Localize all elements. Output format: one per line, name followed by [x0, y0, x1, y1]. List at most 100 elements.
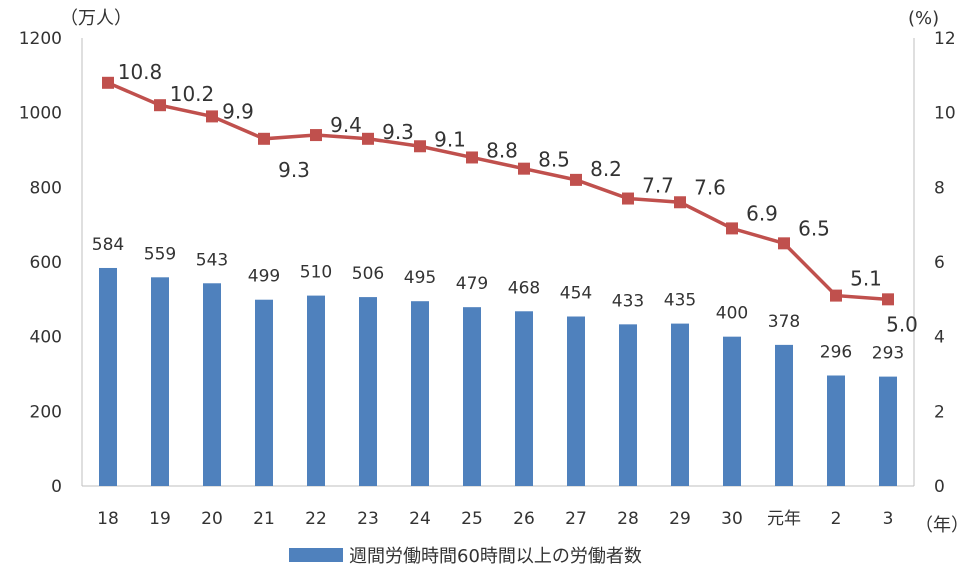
line-value-label: 8.5 — [538, 148, 570, 172]
bar — [515, 311, 533, 486]
bar-value-label: 433 — [612, 291, 644, 311]
x-tick-label: 26 — [513, 509, 535, 529]
bar-value-label: 378 — [768, 312, 800, 332]
bar — [359, 297, 377, 486]
x-tick-label: 18 — [97, 509, 119, 529]
left-tick-label: 600 — [30, 253, 62, 273]
right-axis-unit: (%) — [908, 8, 939, 29]
line-value-label: 7.7 — [642, 174, 674, 198]
right-tick-label: 10 — [934, 104, 956, 124]
x-axis-ticks: 18 19 20 21 22 23 24 25 26 27 28 29 30 元年 2 3 — [97, 509, 893, 529]
bar-value-label: 506 — [352, 264, 384, 284]
bar — [827, 375, 845, 486]
left-tick-label: 0 — [51, 477, 62, 497]
bar — [203, 283, 221, 486]
line-value-label: 9.3 — [382, 120, 414, 144]
left-tick-label: 200 — [30, 402, 62, 422]
x-tick-label: 2 — [831, 509, 842, 529]
line-series — [107, 81, 889, 302]
left-tick-label: 1200 — [19, 29, 62, 49]
bar-value-label: 584 — [92, 235, 124, 255]
x-tick-label: 29 — [669, 509, 691, 529]
bar — [567, 316, 585, 486]
line-marker — [258, 132, 270, 145]
bar — [463, 307, 481, 486]
bar-value-label: 468 — [508, 278, 540, 298]
right-tick-label: 12 — [934, 29, 956, 49]
line-marker — [726, 222, 738, 235]
legend-label: 週間労働時間60時間以上の労働者数 — [349, 546, 642, 567]
bar — [151, 277, 169, 486]
line-markers — [102, 76, 894, 306]
legend-swatch — [289, 548, 343, 562]
line-value-label: 6.5 — [798, 216, 830, 240]
bar-value-label: 293 — [872, 344, 904, 364]
line-value-label: 9.4 — [330, 113, 362, 137]
right-tick-label: 4 — [934, 328, 945, 348]
line-value-label: 10.2 — [170, 82, 215, 106]
right-tick-label: 2 — [934, 402, 945, 422]
x-tick-label: 22 — [305, 509, 327, 529]
line-marker — [102, 76, 114, 89]
line-value-label: 9.9 — [222, 99, 254, 123]
bar — [255, 299, 273, 486]
line-value-label: 9.3 — [278, 158, 310, 182]
line-marker — [570, 173, 582, 186]
bar-value-labels: 584 559 543 499 510 506 495 479 468 454 433 435 400 3… — [92, 235, 904, 364]
line-marker — [518, 162, 530, 175]
bar-value-label: 510 — [300, 263, 332, 283]
line-value-label: 7.6 — [694, 175, 726, 199]
line-marker — [310, 129, 322, 142]
left-tick-label: 1000 — [19, 104, 62, 124]
x-tick-label: 28 — [617, 509, 639, 529]
bar — [671, 323, 689, 486]
line-value-label: 8.2 — [590, 157, 622, 181]
bar — [879, 376, 897, 486]
line-marker — [882, 293, 894, 306]
line-marker — [778, 237, 790, 250]
bar — [723, 336, 741, 486]
bar — [307, 295, 325, 486]
line-marker — [154, 99, 166, 112]
right-tick-label: 6 — [934, 253, 945, 273]
bar-series — [99, 267, 897, 486]
right-axis-ticks: 0 2 4 6 8 10 12 — [934, 29, 956, 497]
bar-value-label: 400 — [716, 304, 748, 324]
bar-value-label: 296 — [820, 342, 852, 362]
line-value-label: 5.1 — [850, 267, 882, 291]
bar-value-label: 479 — [456, 274, 488, 294]
x-tick-label: 23 — [357, 509, 379, 529]
line-marker — [206, 110, 218, 123]
x-tick-label: 27 — [565, 509, 587, 529]
bar — [99, 267, 117, 486]
legend: 週間労働時間60時間以上の労働者数 — [289, 546, 642, 567]
left-tick-label: 400 — [30, 328, 62, 348]
bar-value-label: 543 — [196, 250, 228, 270]
line-marker — [674, 196, 686, 209]
x-axis-unit: （年） — [915, 515, 969, 536]
right-tick-label: 0 — [934, 477, 945, 497]
bar — [411, 301, 429, 486]
x-tick-label: 20 — [201, 509, 223, 529]
line-value-label: 9.1 — [434, 127, 466, 151]
bar-value-label: 435 — [664, 291, 696, 311]
bar-value-label: 499 — [248, 267, 280, 287]
line-marker — [622, 192, 634, 205]
x-tick-label: 元年 — [767, 509, 801, 529]
left-axis-ticks: 0 200 400 600 800 1000 1200 — [19, 29, 62, 497]
line-value-labels: 10.8 10.2 9.9 9.3 9.4 9.3 9.1 8.8 8.5 8.2 7.7 7.6 6.… — [118, 60, 918, 337]
bar — [619, 324, 637, 486]
x-tick-label: 24 — [409, 509, 431, 529]
x-tick-label: 3 — [883, 509, 894, 529]
line-value-label: 8.8 — [486, 138, 518, 162]
left-tick-label: 800 — [30, 178, 62, 198]
right-tick-label: 8 — [934, 178, 945, 198]
line-marker — [466, 151, 478, 164]
bar-value-label: 559 — [144, 244, 176, 264]
line-value-label: 5.0 — [886, 312, 918, 336]
x-tick-label: 30 — [721, 509, 743, 529]
line-value-label: 10.8 — [118, 60, 163, 84]
left-axis-unit: （万人） — [60, 8, 132, 29]
x-tick-label: 25 — [461, 509, 483, 529]
